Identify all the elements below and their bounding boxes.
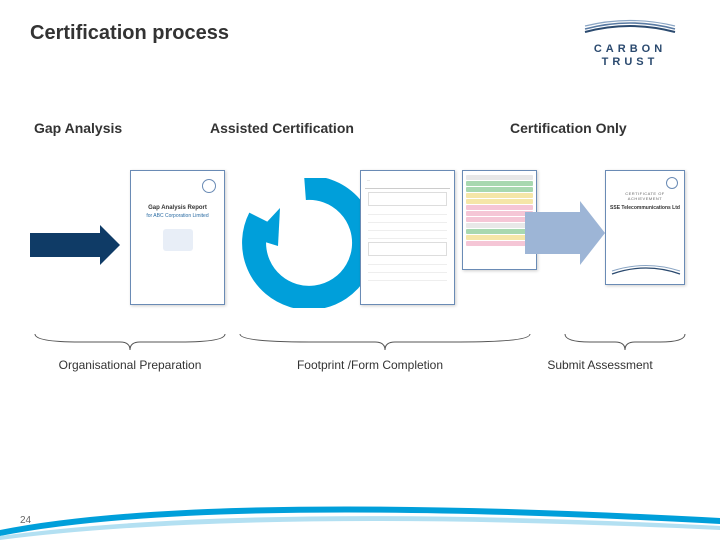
gap-report-illustration <box>163 229 193 251</box>
gap-report-doc: Gap Analysis Report for ABC Corporation … <box>130 170 225 305</box>
label-footprint: Footprint /Form Completion <box>230 358 510 372</box>
seal-icon <box>666 177 678 189</box>
certificate-wave-icon <box>610 260 682 278</box>
stage-header-cert-only: Certification Only <box>480 120 690 136</box>
form-header: ... <box>365 175 450 189</box>
gap-report-title: Gap Analysis Report <box>137 205 218 211</box>
form-doc: ... <box>360 170 455 305</box>
gap-report-sub: for ABC Corporation Limited <box>137 213 218 219</box>
stage-header-gap: Gap Analysis <box>30 120 200 136</box>
cycle-arrow-icon <box>240 178 370 308</box>
arrow-into-gap <box>30 225 120 265</box>
footer-swoosh-icon <box>0 480 720 540</box>
carbon-trust-logo: CARBON TRUST <box>570 18 690 68</box>
logo-waves-icon <box>580 18 680 36</box>
label-submit: Submit Assessment <box>510 358 690 372</box>
logo-text-line2: TRUST <box>570 56 690 69</box>
brace-assisted <box>235 330 535 359</box>
certificate-doc: CERTIFICATE OF ACHIEVEMENT SSE Telecommu… <box>605 170 685 285</box>
brace-gap <box>30 330 230 359</box>
stage-labels: Organisational Preparation Footprint /Fo… <box>30 358 690 372</box>
label-org-prep: Organisational Preparation <box>30 358 230 372</box>
certificate-name: SSE Telecommunications Ltd <box>610 205 680 211</box>
stage-headers: Gap Analysis Assisted Certification Cert… <box>30 120 690 136</box>
braces-row <box>30 330 690 360</box>
stage-header-assisted: Assisted Certification <box>200 120 480 136</box>
seal-icon <box>202 179 216 193</box>
brace-submit <box>560 330 690 359</box>
arrow-to-submit <box>525 208 605 258</box>
slide-title: Certification process <box>30 22 229 45</box>
certificate-heading: CERTIFICATE OF ACHIEVEMENT <box>610 191 680 201</box>
logo-text-line1: CARBON <box>570 43 690 56</box>
